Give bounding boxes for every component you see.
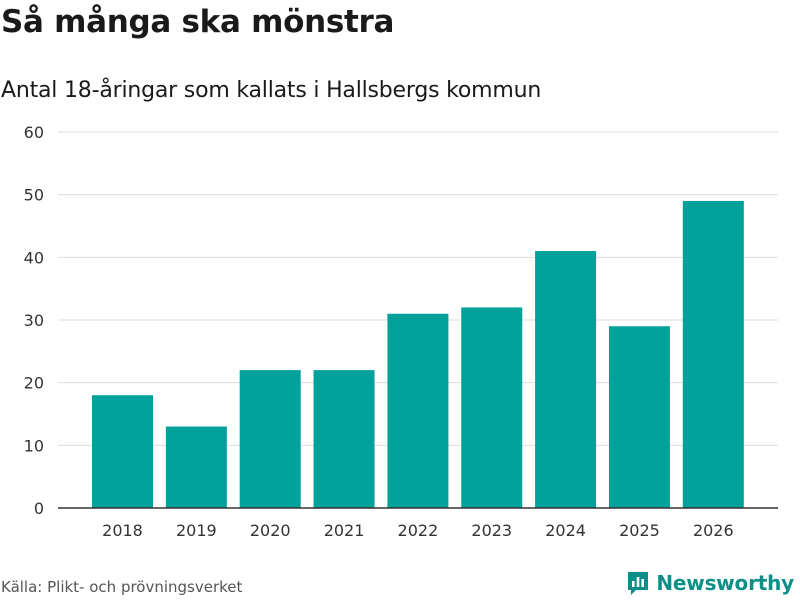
x-tick-label: 2019 (176, 521, 217, 540)
chart-subtitle: Antal 18-åringar som kallats i Hallsberg… (1, 78, 542, 103)
y-tick-label: 10 (24, 436, 44, 455)
bar-2018 (92, 395, 153, 508)
x-tick-label: 2021 (324, 521, 365, 540)
y-tick-label: 50 (24, 186, 44, 205)
bar-2026 (682, 200, 744, 508)
bar-2023 (461, 307, 523, 508)
y-tick-label: 30 (24, 311, 44, 330)
x-tick-label: 2018 (102, 521, 143, 540)
bar-2024 (535, 251, 597, 509)
x-tick-label: 2020 (250, 521, 291, 540)
newsworthy-logo-icon (628, 572, 649, 595)
y-tick-label: 0 (34, 499, 44, 518)
y-axis-ticks: 0 10 20 30 40 50 60 (24, 123, 44, 518)
chart-title: Så många ska mönstra (1, 4, 395, 40)
x-tick-label: 2023 (471, 521, 512, 540)
x-tick-label: 2022 (398, 521, 439, 540)
x-tick-label: 2026 (693, 521, 734, 540)
bars (92, 200, 744, 509)
y-tick-label: 20 (24, 374, 44, 393)
brand-logo: Newsworthy (626, 570, 794, 596)
bar-2021 (313, 370, 375, 508)
y-tick-label: 60 (24, 123, 44, 142)
bar-2025 (608, 326, 670, 508)
y-tick-label: 40 (24, 248, 44, 267)
x-axis-ticks: 2018 2019 2020 2021 2022 2023 2024 2025 2026 (102, 521, 734, 540)
bar-2020 (239, 370, 301, 508)
x-tick-label: 2024 (545, 521, 586, 540)
bar-2022 (387, 313, 449, 508)
bar-2019 (165, 426, 227, 508)
source-note: Källa: Plikt- och prövningsverket (1, 578, 243, 596)
x-tick-label: 2025 (619, 521, 660, 540)
brand-name: Newsworthy (656, 571, 794, 595)
